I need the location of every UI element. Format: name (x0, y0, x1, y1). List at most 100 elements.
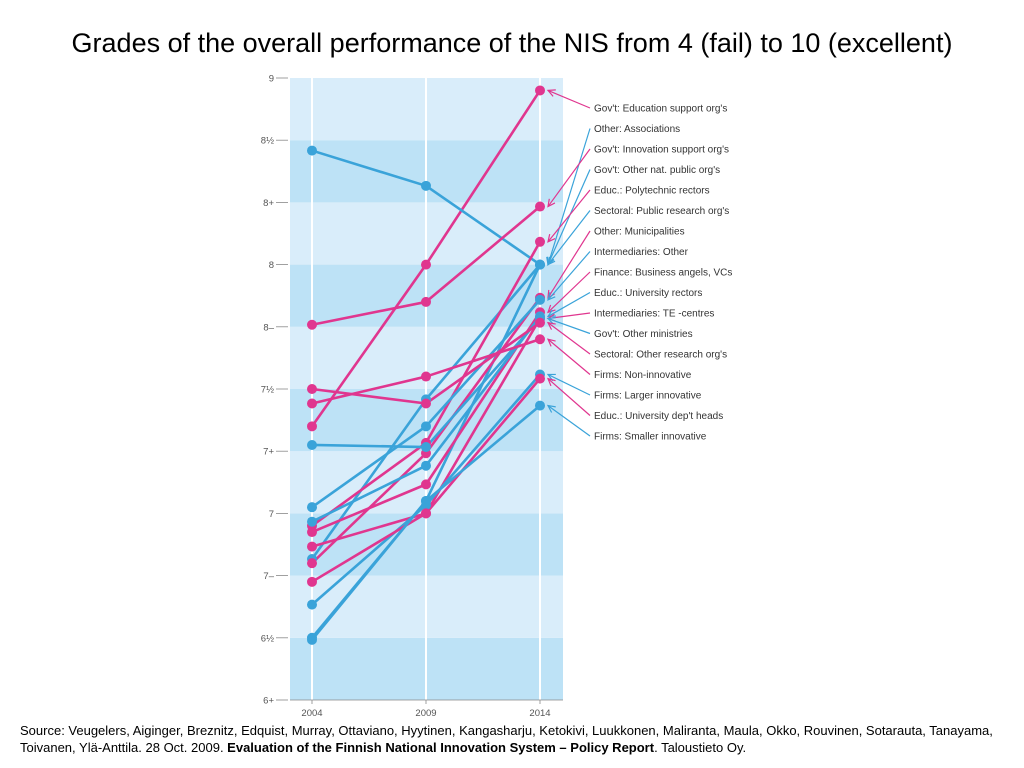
legend-arrowhead (546, 316, 556, 325)
legend-arrowhead (546, 404, 556, 413)
series-points (307, 85, 545, 645)
y-tick-label: 8– (263, 322, 274, 333)
legend-label: Intermediaries: TE -centres (594, 309, 714, 320)
legend: Gov't: Education support org's Other: Ass… (546, 89, 732, 443)
data-point (307, 558, 317, 569)
data-point (307, 145, 317, 156)
source-report-title: Evaluation of the Finnish National Innov… (227, 740, 655, 755)
y-tick-label: 8+ (263, 198, 274, 209)
legend-arrow-line (547, 89, 591, 109)
data-point (535, 259, 545, 270)
legend-arrow-line (547, 169, 591, 265)
legend-arrow-line (547, 291, 591, 317)
line-chart: 9 8½ 8+ 8 8– 7½ 7+ 7 7– 6½ 6+ 2004 2009 2014 Gov't: … (261, 74, 733, 720)
legend-label: Finance: Business angels, VCs (594, 268, 732, 279)
data-point (421, 479, 431, 490)
legend-arrow-line (547, 189, 591, 243)
data-point (307, 421, 317, 432)
y-tick-label: 7½ (261, 385, 274, 396)
data-point (535, 85, 545, 96)
legend-label: Gov't: Innovation support org's (594, 145, 729, 156)
source-suffix: . Taloustieto Oy. (654, 740, 747, 755)
legend-arrowhead (546, 338, 556, 347)
legend-arrowhead (546, 377, 556, 387)
y-tick-label: 7+ (263, 447, 274, 458)
data-point (307, 439, 317, 450)
data-point (535, 317, 545, 328)
y-tick-label: 7– (263, 571, 274, 582)
y-axis: 9 8½ 8+ 8 8– 7½ 7+ 7 7– 6½ 6+ (261, 74, 288, 707)
legend-label: Intermediaries: Other (594, 247, 689, 258)
legend-label: Firms: Larger innovative (594, 391, 702, 402)
legend-arrow-line (547, 230, 591, 299)
data-point (421, 460, 431, 471)
data-point (307, 599, 317, 610)
legend-label: Educ.: Polytechnic rectors (594, 186, 710, 197)
y-tick-label: 6+ (263, 696, 274, 707)
legend-arrow-line (547, 338, 591, 375)
x-tick-label: 2014 (529, 708, 550, 719)
legend-arrow-line (547, 317, 591, 335)
source-citation: Source: Veugelers, Aiginger, Breznitz, E… (20, 722, 1020, 756)
data-point (535, 201, 545, 212)
legend-label: Firms: Smaller innovative (594, 432, 707, 443)
legend-label: Firms: Non-innovative (594, 370, 692, 381)
data-point (307, 502, 317, 513)
data-point (307, 516, 317, 527)
legend-arrow-line (547, 322, 591, 355)
chart-title: Grades of the overall performance of the… (71, 28, 953, 58)
legend-arrow-line (547, 128, 591, 265)
x-axis: 2004 2009 2014 (290, 699, 563, 719)
y-tick-label: 8 (269, 260, 274, 271)
data-point (421, 180, 431, 191)
legend-arrow-line (547, 271, 591, 313)
legend-arrowhead (546, 321, 556, 330)
data-point (535, 236, 545, 247)
data-point (421, 259, 431, 270)
source-prefix: Source: Veugelers, Aiginger, Breznitz, E… (20, 723, 993, 755)
legend-arrowhead (547, 234, 556, 243)
legend-label: Other: Associations (594, 124, 680, 135)
data-point (421, 398, 431, 409)
legend-label: Sectoral: Public research org's (594, 206, 729, 217)
data-point (307, 541, 317, 552)
data-point (535, 334, 545, 345)
data-point (307, 319, 317, 330)
data-point (421, 371, 431, 382)
data-point (421, 442, 431, 453)
data-point (307, 527, 317, 538)
data-point (535, 400, 545, 411)
data-point (421, 508, 431, 519)
data-point (307, 384, 317, 394)
legend-arrow-line (547, 378, 591, 416)
legend-arrowhead (547, 304, 556, 314)
data-point (421, 495, 431, 506)
data-point (307, 576, 317, 587)
data-point (535, 294, 545, 305)
legend-label: Educ.: University dep't heads (594, 411, 723, 422)
legend-label: Gov't: Education support org's (594, 104, 727, 115)
legend-label: Educ.: University rectors (594, 288, 702, 299)
data-point (421, 296, 431, 307)
y-tick-label: 8½ (261, 136, 274, 147)
legend-arrow-line (547, 405, 591, 437)
x-tick-label: 2004 (301, 708, 322, 719)
legend-arrowhead (547, 198, 556, 208)
legend-arrowhead (547, 256, 556, 266)
legend-arrowhead (546, 373, 556, 382)
y-tick-label: 9 (269, 74, 274, 85)
legend-arrow-line (547, 148, 591, 207)
legend-arrowhead (547, 292, 556, 301)
data-point (421, 421, 431, 432)
legend-label: Sectoral: Other research org's (594, 350, 727, 361)
y-tick-label: 6½ (261, 633, 274, 644)
legend-arrowhead (546, 309, 556, 318)
legend-label: Other: Municipalities (594, 227, 685, 238)
legend-arrow-line (547, 210, 591, 265)
legend-label: Gov't: Other nat. public org's (594, 165, 720, 176)
x-tick-label: 2009 (415, 708, 436, 719)
legend-arrow-line (547, 373, 591, 396)
y-tick-label: 7 (269, 509, 274, 520)
data-point (307, 634, 317, 645)
data-point (535, 373, 545, 384)
